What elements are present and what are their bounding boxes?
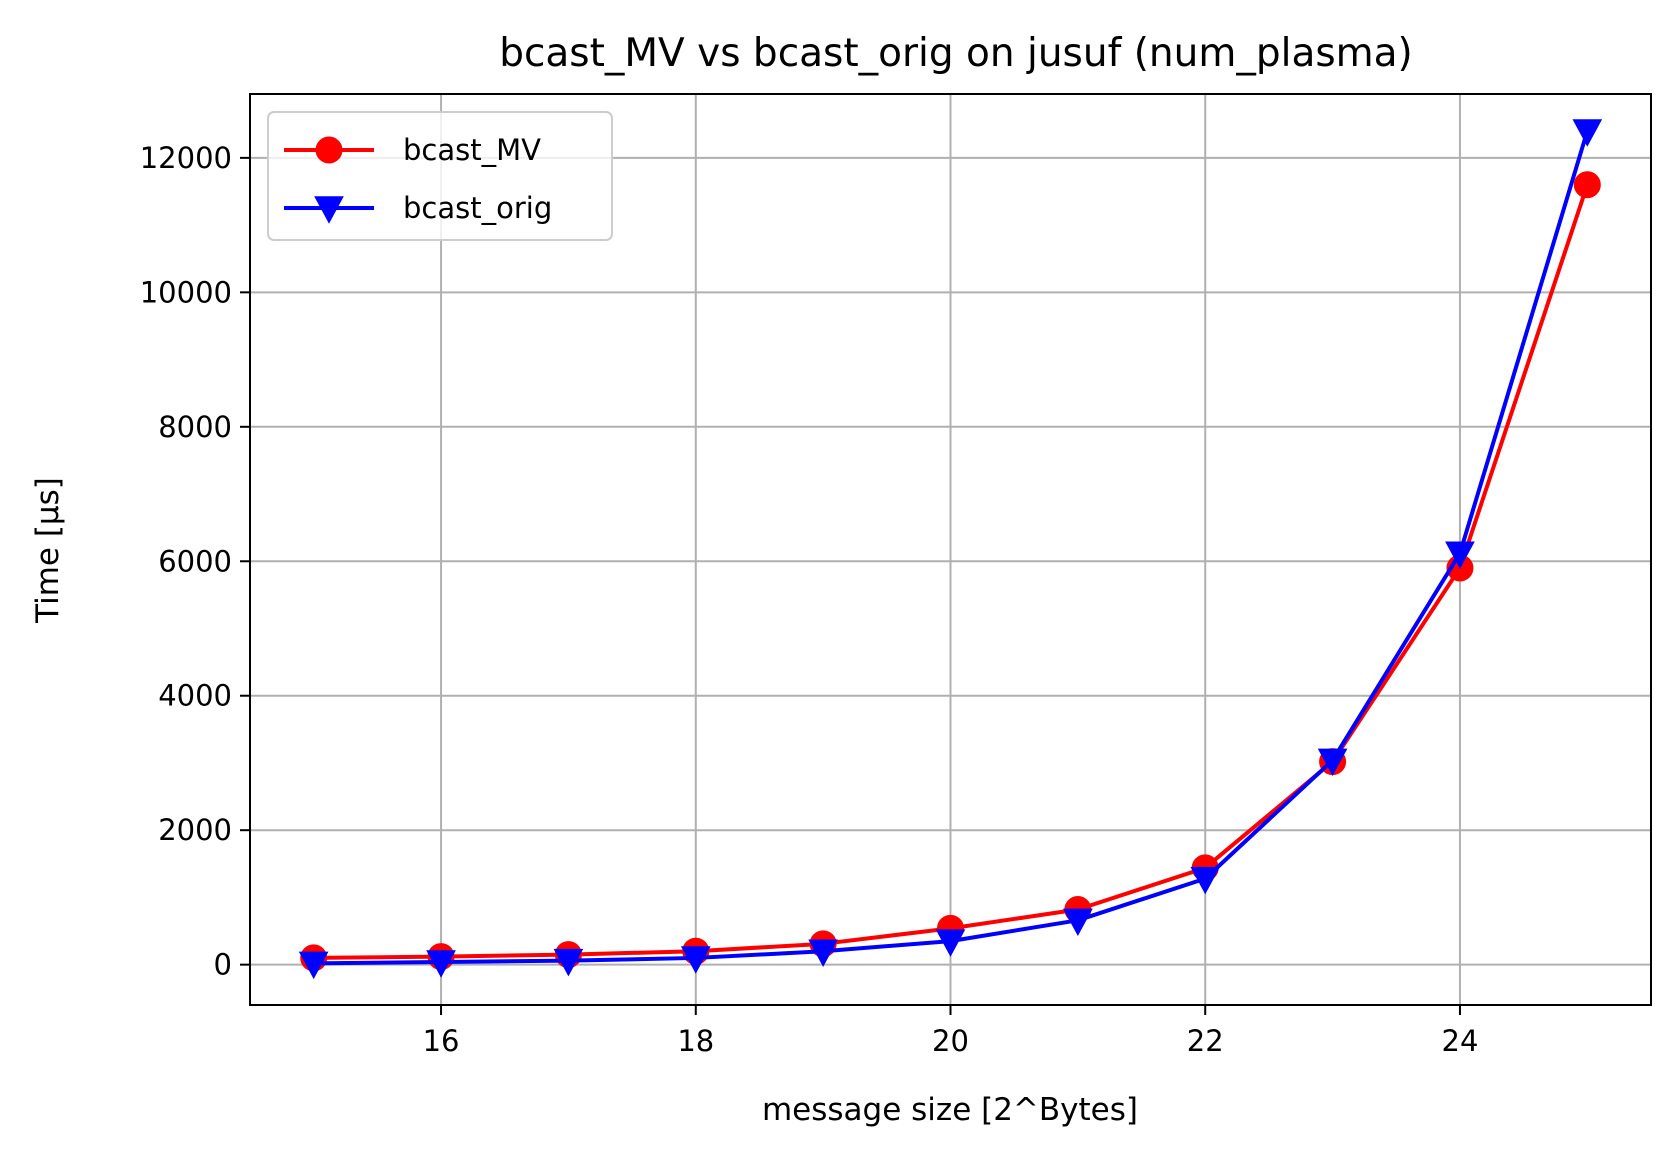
series-bcast-orig [298, 119, 1603, 980]
y-tick-label: 12000 [140, 141, 232, 175]
y-tick-label: 10000 [140, 275, 232, 309]
y-tick-label: 2000 [158, 813, 232, 847]
series-layer [298, 119, 1603, 980]
data-point-bcast-orig [1572, 119, 1603, 147]
legend: bcast_MV bcast_orig [267, 111, 613, 241]
x-tick-label: 20 [932, 1024, 969, 1058]
data-point-bcast-orig [553, 948, 584, 977]
data-point-bcast-orig [298, 951, 329, 980]
data-point-bcast-orig [1445, 541, 1475, 569]
y-tick-label: 8000 [158, 410, 232, 444]
x-tick-label: 18 [677, 1024, 714, 1058]
y-tick-label: 6000 [158, 544, 232, 578]
legend-label-bcast-mv: bcast_MV [403, 133, 541, 167]
data-point-bcast-orig [1063, 908, 1093, 937]
x-tick-label: 22 [1187, 1024, 1224, 1058]
legend-marker-bcast-orig [314, 196, 344, 224]
axis-ticks: 16 18 20 22 24 0 2000 4000 6000 8000 10000 12000 [140, 141, 1479, 1058]
data-point-bcast-orig [1190, 866, 1221, 895]
x-tick-label: 16 [423, 1024, 460, 1058]
data-point-bcast-orig [1317, 748, 1348, 777]
x-tick-label: 24 [1442, 1024, 1479, 1058]
data-point-bcast-orig [935, 929, 966, 957]
y-tick-label: 4000 [158, 679, 232, 713]
data-point-bcast-orig [680, 946, 711, 974]
data-point-bcast-orig [808, 939, 838, 967]
x-axis-label: message size [2^Bytes] [762, 1092, 1138, 1128]
grid-lines [250, 94, 1651, 1005]
data-point-bcast-mv [1573, 171, 1601, 199]
y-axis-label: Time [µs] [30, 477, 66, 624]
legend-marker-bcast-mv [315, 136, 343, 164]
chart-title: bcast_MV vs bcast_orig on jusuf (num_pla… [499, 31, 1413, 76]
data-point-bcast-orig [426, 950, 456, 978]
legend-label-bcast-orig: bcast_orig [403, 191, 552, 225]
y-tick-label: 0 [214, 948, 232, 982]
